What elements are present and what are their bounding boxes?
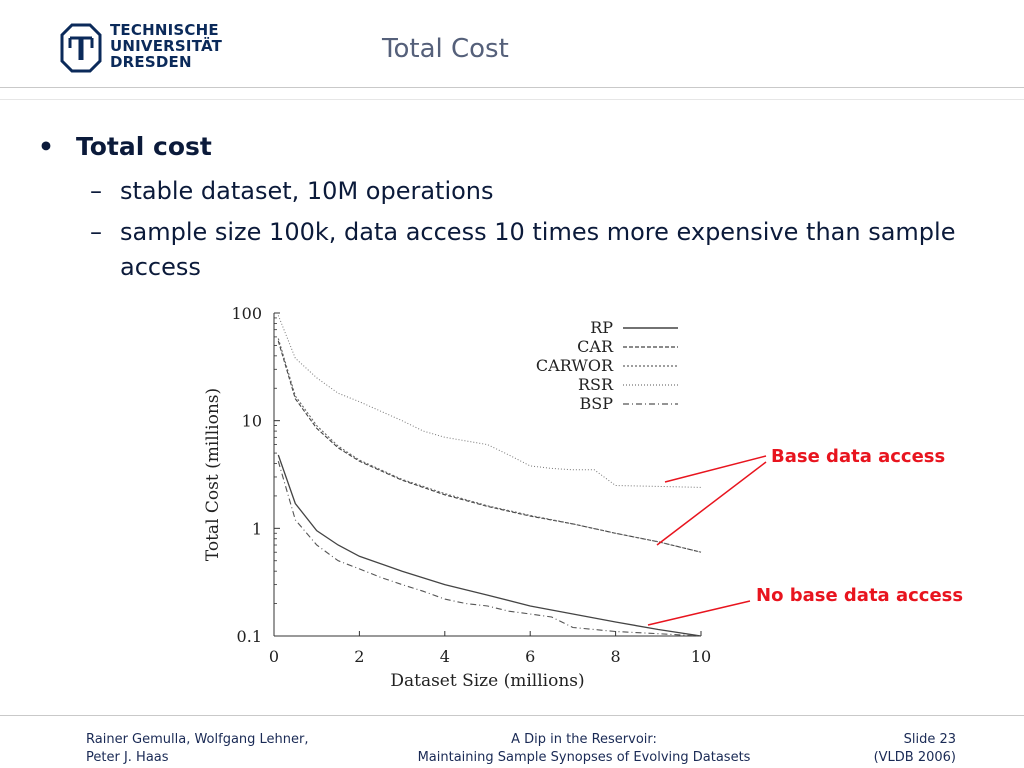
x-axis-label: Dataset Size (millions) <box>390 671 584 691</box>
footer-slide-info: Slide 23 (VLDB 2006) <box>820 731 956 767</box>
x-tick-label: 2 <box>354 647 364 666</box>
legend-label: CAR <box>577 337 614 356</box>
x-tick-label: 4 <box>440 647 450 666</box>
bullet-main: • Total cost <box>38 132 978 170</box>
university-logo-icon <box>60 23 102 73</box>
legend-label: RSR <box>578 375 614 394</box>
y-tick-label: 100 <box>231 304 262 323</box>
series-line-rsr <box>277 315 702 488</box>
callout-base-data-access: Base data access <box>771 446 946 467</box>
footer-venue: (VLDB 2006) <box>873 750 956 765</box>
legend-label: BSP <box>580 394 614 413</box>
logo-line: TECHNISCHE <box>110 21 219 39</box>
y-tick-label: 1 <box>252 519 262 538</box>
x-tick-label: 8 <box>611 647 621 666</box>
footer-title-line: A Dip in the Reservoir: <box>511 732 657 747</box>
footer-authors: Rainer Gemulla, Wolfgang Lehner, Peter J… <box>86 731 309 767</box>
footer-authors-line: Rainer Gemulla, Wolfgang Lehner, <box>86 732 309 747</box>
logo-line: UNIVERSITÄT <box>110 37 223 55</box>
slide-header: TECHNISCHE UNIVERSITÄT DRESDEN Total Cos… <box>0 0 1024 100</box>
series-line-car <box>277 340 702 553</box>
bullet-list: • Total cost – stable dataset, 10M opera… <box>38 132 978 285</box>
x-tick-label: 0 <box>269 647 279 666</box>
callout-no-base-data-access: No base data access <box>756 585 964 606</box>
x-tick-label: 10 <box>691 647 711 666</box>
y-axis-label: Total Cost (millions) <box>203 388 223 561</box>
chart-canvas: 0 2 4 6 8 10 0.1 1 10 100 Dataset Size (millions) T… <box>203 304 711 691</box>
dash-icon: – <box>90 218 102 246</box>
bullet-sub-text: sample size 100k, data access 10 times m… <box>120 218 956 281</box>
dash-icon: – <box>90 177 102 205</box>
y-tick-label: 10 <box>242 412 262 431</box>
series-line-rp <box>277 454 702 637</box>
logo-line: DRESDEN <box>110 53 192 71</box>
y-tick-label: 0.1 <box>237 627 262 646</box>
header-divider <box>0 87 1024 88</box>
bullet-dot-icon: • <box>38 132 54 161</box>
page-title: Total Cost <box>382 34 509 64</box>
footer-authors-line: Peter J. Haas <box>86 750 169 765</box>
university-name: TECHNISCHE UNIVERSITÄT DRESDEN <box>110 22 222 70</box>
series-line-bsp <box>277 461 702 637</box>
header-divider-light <box>0 99 1024 100</box>
total-cost-chart: 0 2 4 6 8 10 0.1 1 10 100 Dataset Size (millions) T… <box>198 296 758 696</box>
bullet-sub: – stable dataset, 10M operations <box>90 174 978 209</box>
footer-slide-number: Slide 23 <box>903 732 956 747</box>
footer-paper-title: A Dip in the Reservoir: Maintaining Samp… <box>380 731 788 767</box>
bullet-main-text: Total cost <box>76 132 212 161</box>
footer-title-line: Maintaining Sample Synopses of Evolving … <box>417 750 751 765</box>
series-line-carwor <box>277 338 702 553</box>
bullet-sub-text: stable dataset, 10M operations <box>120 177 494 205</box>
legend-label: RP <box>590 318 613 337</box>
bullet-sub: – sample size 100k, data access 10 times… <box>90 215 978 285</box>
x-tick-label: 6 <box>525 647 535 666</box>
footer-divider <box>0 715 1024 716</box>
legend-label: CARWOR <box>536 356 614 375</box>
